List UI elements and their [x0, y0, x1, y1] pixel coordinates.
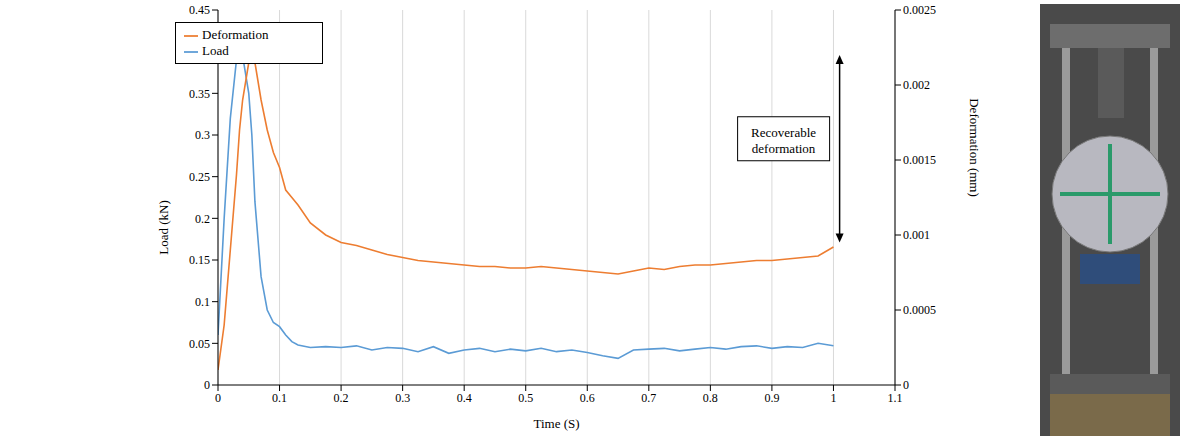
- svg-text:0: 0: [903, 378, 909, 392]
- svg-text:0.35: 0.35: [189, 87, 210, 101]
- svg-text:0.0025: 0.0025: [903, 3, 936, 17]
- svg-text:0: 0: [204, 378, 210, 392]
- svg-text:0.15: 0.15: [189, 253, 210, 267]
- svg-text:0.2: 0.2: [334, 391, 349, 405]
- svg-text:0.3: 0.3: [195, 128, 210, 142]
- svg-text:0.4: 0.4: [195, 45, 210, 59]
- svg-text:0.0015: 0.0015: [903, 153, 936, 167]
- svg-text:0.9: 0.9: [764, 391, 779, 405]
- svg-text:Recoverable: Recoverable: [751, 125, 816, 140]
- svg-text:Deformation (mm): Deformation (mm): [967, 98, 982, 197]
- svg-text:0.5: 0.5: [518, 391, 533, 405]
- svg-text:0.4: 0.4: [457, 391, 472, 405]
- svg-text:Time (S): Time (S): [533, 416, 579, 431]
- svg-text:0.1: 0.1: [272, 391, 287, 405]
- svg-text:0.002: 0.002: [903, 78, 930, 92]
- svg-text:1.1: 1.1: [888, 391, 903, 405]
- svg-text:0.0005: 0.0005: [903, 303, 936, 317]
- svg-text:0.05: 0.05: [189, 337, 210, 351]
- svg-text:0.2: 0.2: [195, 212, 210, 226]
- svg-text:0.3: 0.3: [395, 391, 410, 405]
- svg-text:0.25: 0.25: [189, 170, 210, 184]
- svg-text:0.001: 0.001: [903, 228, 930, 242]
- svg-text:0: 0: [215, 391, 221, 405]
- svg-text:deformation: deformation: [752, 141, 816, 156]
- svg-text:0.45: 0.45: [189, 3, 210, 17]
- svg-text:0.1: 0.1: [195, 295, 210, 309]
- svg-text:1: 1: [830, 391, 836, 405]
- svg-text:0.8: 0.8: [703, 391, 718, 405]
- svg-text:0.7: 0.7: [641, 391, 656, 405]
- svg-text:Load (kN): Load (kN): [156, 200, 171, 255]
- svg-text:0.6: 0.6: [580, 391, 595, 405]
